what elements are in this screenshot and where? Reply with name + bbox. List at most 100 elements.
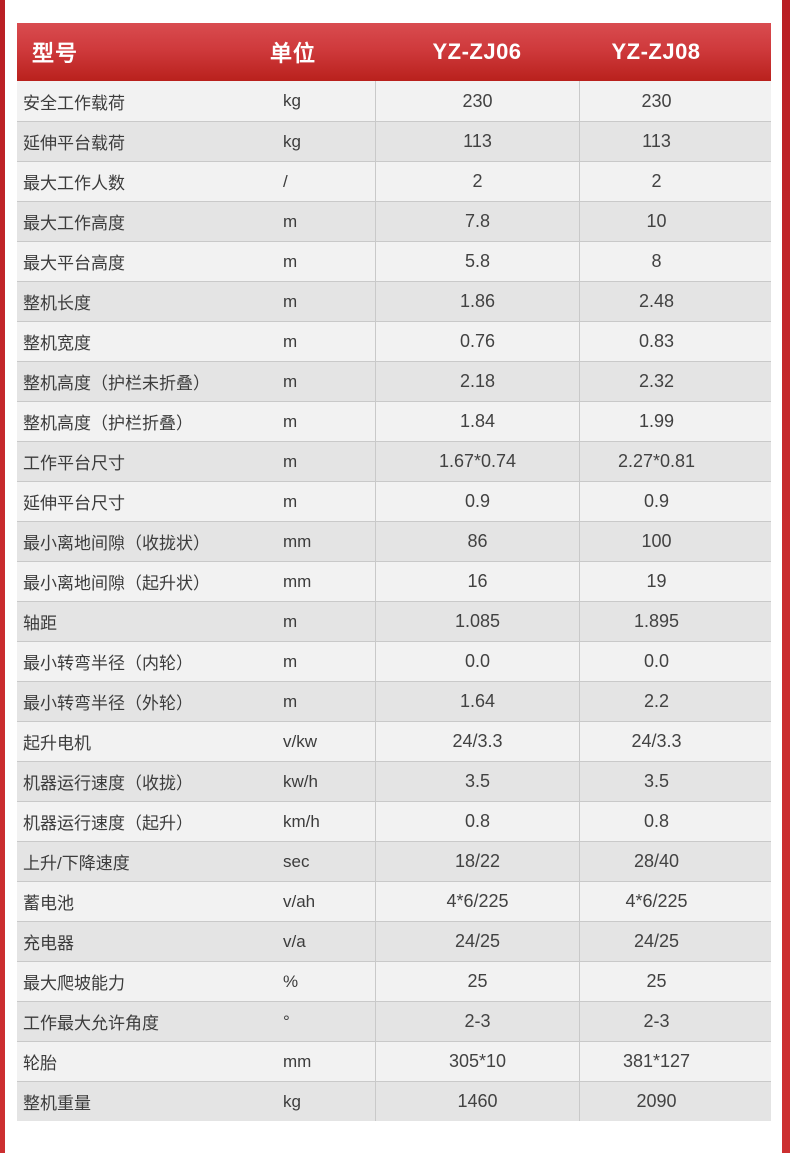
row-label: 工作最大允许角度 [23, 1014, 159, 1033]
row-value-zj08: 25 [579, 962, 771, 1001]
table-row: 上升/下降速度 sec 18/22 28/40 [17, 841, 771, 881]
row-unit: kg [283, 91, 301, 110]
row-value-zj06: 86 [375, 522, 579, 561]
row-label: 轮胎 [23, 1054, 57, 1073]
row-value-zj06: 2-3 [375, 1002, 579, 1041]
table-row: 安全工作载荷 kg 230 230 [17, 81, 771, 121]
row-value-zj08: 113 [579, 122, 771, 161]
row-label: 延伸平台载荷 [23, 134, 125, 153]
row-unit: v/kw [283, 731, 317, 751]
table-row: 机器运行速度（起升） km/h 0.8 0.8 [17, 801, 771, 841]
table-row: 整机重量 kg 1460 2090 [17, 1081, 771, 1121]
row-value-zj08: 0.83 [579, 322, 771, 361]
table-row: 最小转弯半径（内轮） m 0.0 0.0 [17, 641, 771, 681]
row-label: 最大平台高度 [23, 254, 125, 273]
row-value-zj06: 7.8 [375, 202, 579, 241]
row-value-zj08: 8 [579, 242, 771, 281]
row-value-zj06: 0.9 [375, 482, 579, 521]
table-row: 延伸平台载荷 kg 113 113 [17, 121, 771, 161]
row-unit: m [283, 691, 298, 711]
row-label: 最小离地间隙（起升状） [23, 574, 210, 593]
row-value-zj08: 4*6/225 [579, 882, 771, 921]
table-body: 安全工作载荷 kg 230 230 延伸平台载荷 kg 113 113 最大工作… [17, 81, 771, 1121]
row-unit: km/h [283, 811, 320, 831]
row-unit: m [283, 291, 298, 311]
row-value-zj06: 1460 [375, 1082, 579, 1121]
row-value-zj06: 305*10 [375, 1042, 579, 1081]
table-row: 最小转弯半径（外轮） m 1.64 2.2 [17, 681, 771, 721]
table-row: 轴距 m 1.085 1.895 [17, 601, 771, 641]
table-row: 整机高度（护栏折叠） m 1.84 1.99 [17, 401, 771, 441]
row-unit: ° [283, 1011, 290, 1031]
table-row: 起升电机 v/kw 24/3.3 24/3.3 [17, 721, 771, 761]
row-value-zj08: 1.99 [579, 402, 771, 441]
table-row: 充电器 v/a 24/25 24/25 [17, 921, 771, 961]
row-unit: kw/h [283, 771, 318, 791]
row-value-zj08: 2.48 [579, 282, 771, 321]
row-label: 轴距 [23, 614, 57, 633]
row-unit: v/a [283, 931, 306, 951]
table-row: 整机宽度 m 0.76 0.83 [17, 321, 771, 361]
row-unit: mm [283, 1051, 312, 1071]
row-value-zj08: 2090 [579, 1082, 771, 1121]
row-value-zj06: 2 [375, 162, 579, 201]
row-value-zj08: 230 [579, 81, 771, 121]
table-row: 最小离地间隙（起升状） mm 16 19 [17, 561, 771, 601]
row-value-zj06: 1.84 [375, 402, 579, 441]
table-row: 整机高度（护栏未折叠） m 2.18 2.32 [17, 361, 771, 401]
row-value-zj06: 4*6/225 [375, 882, 579, 921]
row-unit: m [283, 331, 298, 351]
row-value-zj08: 10 [579, 202, 771, 241]
row-label: 蓄电池 [23, 894, 74, 913]
row-label: 安全工作载荷 [23, 93, 125, 113]
row-label: 整机高度（护栏折叠） [23, 414, 193, 433]
table-row: 工作平台尺寸 m 1.67*0.74 2.27*0.81 [17, 441, 771, 481]
row-value-zj06: 25 [375, 962, 579, 1001]
row-value-zj08: 2 [579, 162, 771, 201]
row-unit: / [283, 171, 288, 191]
row-value-zj06: 1.64 [375, 682, 579, 721]
row-unit: mm [283, 531, 312, 551]
row-label: 延伸平台尺寸 [23, 494, 125, 513]
row-value-zj08: 100 [579, 522, 771, 561]
row-value-zj08: 28/40 [579, 842, 771, 881]
row-value-zj08: 1.895 [579, 602, 771, 641]
row-value-zj06: 16 [375, 562, 579, 601]
row-value-zj08: 24/3.3 [579, 722, 771, 761]
row-value-zj06: 2.18 [375, 362, 579, 401]
row-value-zj08: 0.9 [579, 482, 771, 521]
row-value-zj06: 0.76 [375, 322, 579, 361]
row-label: 整机重量 [23, 1094, 91, 1113]
row-label: 整机高度（护栏未折叠） [23, 374, 210, 393]
table-row: 最大工作人数 / 2 2 [17, 161, 771, 201]
row-unit: m [283, 491, 298, 511]
row-label: 机器运行速度（起升） [23, 814, 193, 833]
header-cell-yz-zj08: YZ-ZJ08 [611, 39, 701, 64]
row-unit: kg [283, 131, 301, 151]
row-label: 工作平台尺寸 [23, 454, 125, 473]
row-unit: sec [283, 851, 310, 871]
table-row: 工作最大允许角度 ° 2-3 2-3 [17, 1001, 771, 1041]
row-value-zj06: 1.085 [375, 602, 579, 641]
row-unit: m [283, 251, 298, 271]
table-row: 最大平台高度 m 5.8 8 [17, 241, 771, 281]
row-unit: m [283, 651, 298, 671]
row-unit: mm [283, 571, 312, 591]
row-value-zj08: 2.2 [579, 682, 771, 721]
row-value-zj08: 2.32 [579, 362, 771, 401]
row-value-zj06: 0.8 [375, 802, 579, 841]
row-value-zj08: 24/25 [579, 922, 771, 961]
table-row: 延伸平台尺寸 m 0.9 0.9 [17, 481, 771, 521]
row-value-zj06: 1.67*0.74 [375, 442, 579, 481]
row-unit: v/ah [283, 891, 316, 911]
row-value-zj06: 24/3.3 [375, 722, 579, 761]
table-row: 机器运行速度（收拢） kw/h 3.5 3.5 [17, 761, 771, 801]
row-label: 整机宽度 [23, 334, 91, 353]
row-value-zj08: 381*127 [579, 1042, 771, 1081]
spec-table: 型号 单位 YZ-ZJ06 YZ-ZJ08 安全工作载荷 kg 230 230 … [17, 23, 771, 1121]
row-value-zj06: 1.86 [375, 282, 579, 321]
row-label: 最小转弯半径（内轮） [23, 654, 193, 673]
table-row: 整机长度 m 1.86 2.48 [17, 281, 771, 321]
row-label: 机器运行速度（收拢） [23, 774, 193, 793]
row-value-zj08: 2-3 [579, 1002, 771, 1041]
